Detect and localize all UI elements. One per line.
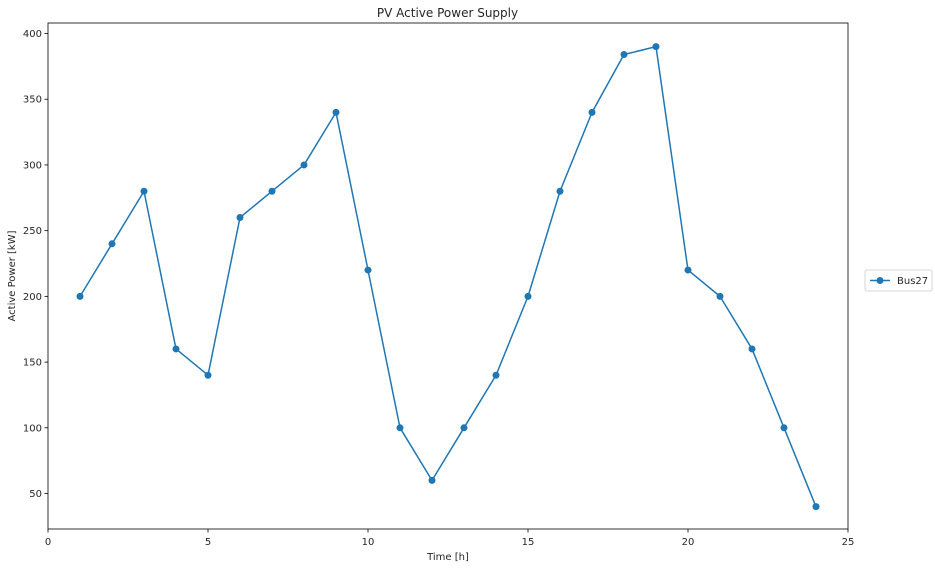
- data-point: [236, 214, 244, 222]
- data-point: [332, 108, 340, 116]
- x-tick-label: 25: [842, 537, 855, 548]
- data-point: [588, 108, 596, 116]
- data-point: [524, 292, 532, 300]
- data-point: [172, 345, 180, 353]
- data-point: [812, 503, 820, 511]
- y-tick-label: 300: [23, 160, 42, 171]
- data-point: [428, 476, 436, 484]
- data-point: [108, 240, 116, 248]
- legend-frame: [864, 269, 933, 292]
- y-tick-label: 200: [23, 292, 42, 303]
- data-point: [268, 187, 276, 195]
- y-tick-label: 400: [23, 29, 42, 40]
- y-axis-title: Active Power [kW]: [7, 230, 18, 321]
- x-tick-label: 15: [522, 537, 535, 548]
- data-point: [620, 51, 628, 59]
- y-tick-label: 100: [23, 423, 42, 434]
- data-point: [396, 424, 404, 432]
- series-layer: [76, 43, 820, 511]
- x-tick-label: 20: [682, 537, 695, 548]
- data-point: [460, 424, 468, 432]
- y-axis-ticks: 50 100 150 200 250 300 350 400: [23, 29, 48, 500]
- x-tick-label: 0: [45, 537, 51, 548]
- x-tick-label: 10: [362, 537, 375, 548]
- data-point: [684, 266, 692, 274]
- data-point: [780, 424, 788, 432]
- legend-marker-swatch: [876, 277, 884, 284]
- y-tick-label: 150: [23, 358, 42, 369]
- series-line-bus27: [79, 45, 817, 507]
- x-axis-title: Time [h]: [426, 552, 469, 563]
- data-point: [76, 292, 84, 300]
- data-point: [652, 43, 660, 51]
- x-axis-ticks: 0 5 10 15 20 25: [45, 529, 855, 548]
- data-point: [364, 266, 372, 274]
- legend-label-bus27: Bus27: [897, 276, 928, 287]
- chart-title: PV Active Power Supply: [377, 6, 518, 20]
- data-point: [140, 187, 148, 195]
- data-point: [300, 161, 308, 169]
- data-point: [716, 292, 724, 300]
- legend: Bus27: [864, 269, 933, 292]
- data-point: [492, 371, 500, 379]
- data-point: [556, 187, 564, 195]
- plot-area: 0 5 10 15 20 25 50 100 150 200 250 300 350 400: [23, 22, 855, 548]
- data-point: [748, 345, 756, 353]
- axes-frame: [47, 22, 849, 530]
- y-tick-label: 250: [23, 226, 42, 237]
- y-tick-label: 350: [23, 95, 42, 106]
- x-tick-label: 5: [205, 537, 211, 548]
- data-point: [204, 371, 212, 379]
- y-tick-label: 50: [29, 489, 42, 500]
